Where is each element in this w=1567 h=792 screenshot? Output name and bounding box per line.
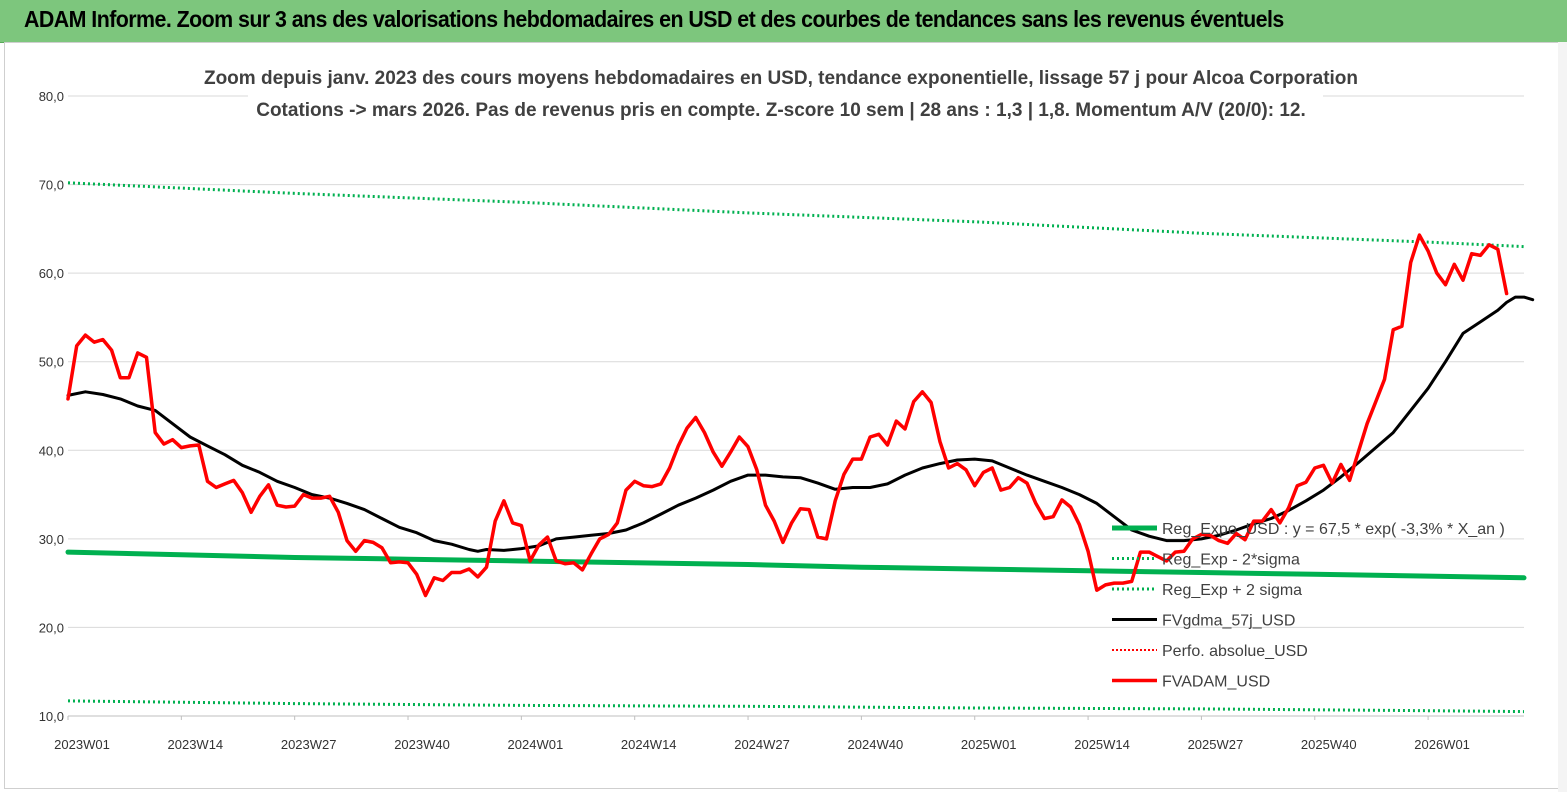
y-tick-label: 20,0	[39, 620, 64, 635]
x-tick-label: 2024W27	[734, 737, 790, 752]
chart-title-line-1: Zoom depuis janv. 2023 des cours moyens …	[204, 68, 1358, 89]
report-banner: ADAM Informe. Zoom sur 3 ans des valoris…	[0, 0, 1567, 43]
x-tick-label: 2025W14	[1074, 737, 1130, 752]
legend-label: Perfo. absolue_USD	[1162, 643, 1308, 660]
chart-title-line-2: Cotations -> mars 2026. Pas de revenus p…	[256, 100, 1306, 121]
legend-label: Reg_Exp + 2 sigma	[1162, 582, 1302, 599]
legend-label: Reg_Exp - 2*sigma	[1162, 552, 1300, 569]
y-tick-label: 60,0	[39, 266, 64, 281]
x-tick-label: 2023W40	[394, 737, 450, 752]
x-tick-label: 2023W01	[54, 737, 110, 752]
grid-layer	[68, 95, 1524, 717]
y-tick-label: 50,0	[39, 355, 64, 370]
x-tick-label: 2023W14	[168, 737, 224, 752]
x-axis: 2023W01 2023W14 2023W27 2023W40 2024W01 2024W…	[54, 716, 1470, 752]
x-tick-label: 2025W27	[1188, 737, 1244, 752]
legend: Reg_Expo_USD : y = 67,5 * exp( -3,3% * X…	[1112, 521, 1505, 691]
sigma-minus-line	[67, 699, 1525, 714]
y-tick-label: 40,0	[39, 443, 64, 458]
series-layer	[65, 181, 1535, 714]
x-tick-label: 2026W01	[1414, 737, 1470, 752]
y-tick-label: 30,0	[39, 532, 64, 547]
chart-frame	[4, 42, 1559, 789]
x-tick-label: 2024W01	[508, 737, 564, 752]
report-title: ADAM Informe. Zoom sur 3 ans des valoris…	[24, 6, 1284, 32]
x-tick-label: 2024W40	[848, 737, 904, 752]
x-tick-label: 2024W14	[621, 737, 677, 752]
y-tick-label: 10,0	[39, 709, 64, 724]
fvgdma-line	[66, 295, 1535, 553]
x-tick-label: 2025W01	[961, 737, 1017, 752]
x-tick-label: 2025W40	[1301, 737, 1357, 752]
legend-label: FVgdma_57j_USD	[1162, 613, 1295, 630]
chart-title-background	[248, 60, 1323, 126]
y-tick-label: 80,0	[39, 89, 64, 104]
y-tick-label: 70,0	[39, 178, 64, 193]
sigma-plus-line	[67, 181, 1525, 249]
legend-label: FVADAM_USD	[1162, 674, 1270, 691]
reg-expo-line	[65, 549, 1527, 581]
x-tick-label: 2023W27	[281, 737, 337, 752]
fvadam-line	[66, 233, 1509, 598]
legend-label: Reg_Expo_USD : y = 67,5 * exp( -3,3% * X…	[1162, 521, 1505, 538]
scroll-strip	[1558, 42, 1567, 792]
y-axis: 10,0 20,0 30,0 40,0 50,0 60,0 70,0 80,0	[39, 89, 64, 724]
